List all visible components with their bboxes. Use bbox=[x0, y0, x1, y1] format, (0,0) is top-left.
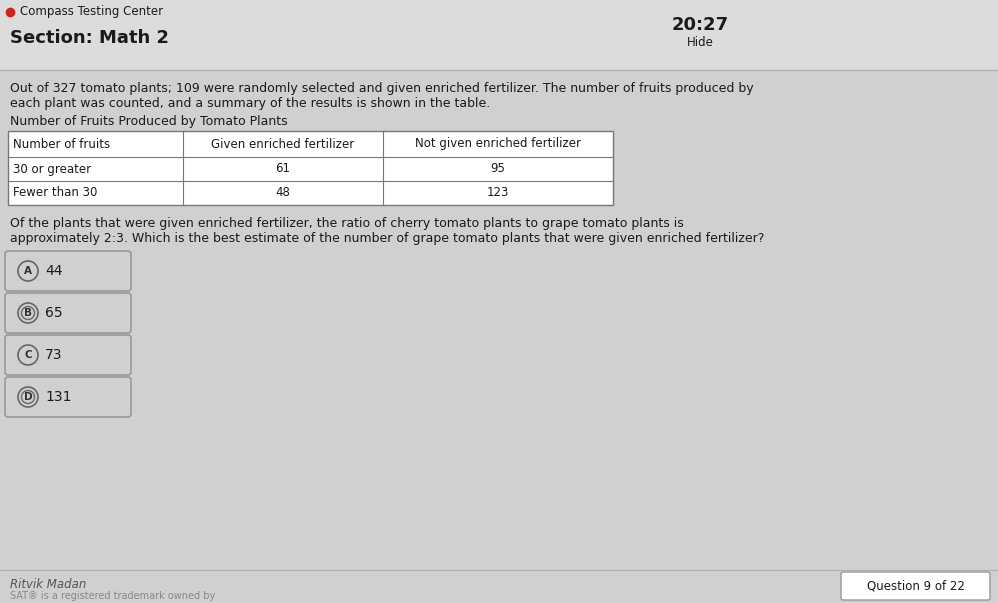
Text: Given enriched fertilizer: Given enriched fertilizer bbox=[212, 137, 354, 151]
Circle shape bbox=[22, 391, 35, 403]
Text: approximately 2:3. Which is the best estimate of the number of grape tomato plan: approximately 2:3. Which is the best est… bbox=[10, 232, 764, 245]
FancyBboxPatch shape bbox=[8, 157, 613, 181]
Circle shape bbox=[18, 387, 38, 407]
FancyBboxPatch shape bbox=[841, 572, 990, 600]
Text: 61: 61 bbox=[275, 162, 290, 175]
Text: A: A bbox=[24, 266, 32, 276]
Text: 44: 44 bbox=[45, 264, 63, 278]
FancyBboxPatch shape bbox=[5, 377, 131, 417]
Circle shape bbox=[18, 261, 38, 281]
Text: SAT® is a registered trademark owned by: SAT® is a registered trademark owned by bbox=[10, 591, 216, 601]
Text: 48: 48 bbox=[275, 186, 290, 200]
FancyBboxPatch shape bbox=[5, 293, 131, 333]
Text: each plant was counted, and a summary of the results is shown in the table.: each plant was counted, and a summary of… bbox=[10, 97, 490, 110]
Text: 95: 95 bbox=[491, 162, 505, 175]
Text: 73: 73 bbox=[45, 348, 63, 362]
Text: Compass Testing Center: Compass Testing Center bbox=[20, 5, 163, 19]
Text: C: C bbox=[24, 350, 32, 360]
Text: 20:27: 20:27 bbox=[672, 16, 729, 34]
Text: Number of Fruits Produced by Tomato Plants: Number of Fruits Produced by Tomato Plan… bbox=[10, 115, 287, 128]
Text: 30 or greater: 30 or greater bbox=[13, 162, 91, 175]
FancyBboxPatch shape bbox=[5, 335, 131, 375]
Text: D: D bbox=[24, 392, 32, 402]
Text: Ritvik Madan: Ritvik Madan bbox=[10, 578, 87, 591]
Text: 123: 123 bbox=[487, 186, 509, 200]
FancyBboxPatch shape bbox=[0, 0, 998, 70]
Circle shape bbox=[18, 345, 38, 365]
Text: Not given enriched fertilizer: Not given enriched fertilizer bbox=[415, 137, 581, 151]
Text: Hide: Hide bbox=[687, 36, 714, 48]
Text: Section: Math 2: Section: Math 2 bbox=[10, 29, 169, 47]
FancyBboxPatch shape bbox=[5, 251, 131, 291]
FancyBboxPatch shape bbox=[8, 131, 613, 157]
Text: Out of 327 tomato plants; 109 were randomly selected and given enriched fertiliz: Out of 327 tomato plants; 109 were rando… bbox=[10, 82, 753, 95]
Text: Question 9 of 22: Question 9 of 22 bbox=[866, 579, 964, 593]
Text: Fewer than 30: Fewer than 30 bbox=[13, 186, 98, 200]
Text: 131: 131 bbox=[45, 390, 72, 404]
Text: 65: 65 bbox=[45, 306, 63, 320]
Text: Number of fruits: Number of fruits bbox=[13, 137, 110, 151]
Circle shape bbox=[22, 306, 35, 320]
Circle shape bbox=[18, 303, 38, 323]
Text: Of the plants that were given enriched fertilizer, the ratio of cherry tomato pl: Of the plants that were given enriched f… bbox=[10, 217, 684, 230]
FancyBboxPatch shape bbox=[8, 181, 613, 205]
Text: B: B bbox=[24, 308, 32, 318]
